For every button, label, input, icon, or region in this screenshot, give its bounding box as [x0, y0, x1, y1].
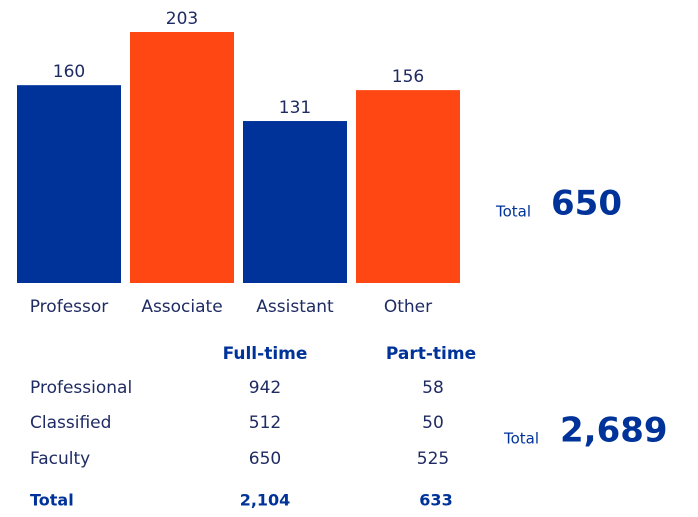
column-header: Full-time	[223, 344, 308, 364]
bar-value-label: 160	[53, 62, 85, 82]
bar	[17, 85, 121, 284]
cell: 525	[417, 449, 449, 469]
row-label: Classified	[30, 413, 111, 433]
row-label: Faculty	[30, 449, 90, 469]
category-label: Assistant	[256, 297, 334, 317]
bar-value-label: 203	[166, 9, 198, 29]
cell: 50	[422, 413, 444, 433]
cell: 650	[249, 449, 281, 469]
bar	[356, 90, 460, 283]
total-row-label: Total	[30, 491, 74, 510]
cell: 58	[422, 378, 444, 398]
cell: 512	[249, 413, 281, 433]
bar-value-label: 156	[392, 67, 424, 87]
total-row-value: 633	[419, 491, 452, 510]
chart-total-value: 650	[551, 184, 622, 224]
cell: 942	[249, 378, 281, 398]
table-total-value: 2,689	[560, 411, 668, 451]
category-label: Other	[384, 297, 432, 317]
table-total-label: Total	[503, 430, 539, 448]
bar-value-label: 131	[279, 98, 311, 118]
category-label: Professor	[30, 297, 109, 317]
total-row-value: 2,104	[240, 491, 291, 510]
row-label: Professional	[30, 378, 132, 398]
column-header: Part-time	[386, 344, 476, 364]
chart-total-label: Total	[495, 203, 531, 221]
category-label: Associate	[141, 297, 222, 317]
bar	[243, 121, 347, 283]
bar	[130, 32, 234, 283]
